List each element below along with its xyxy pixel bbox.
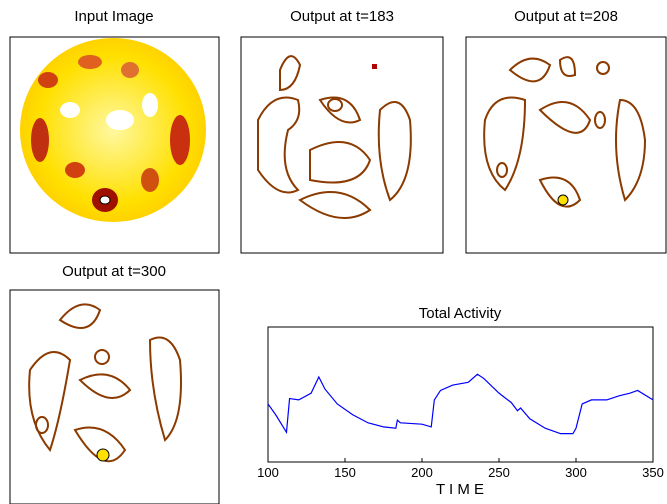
panel-title: Output at t=300 [62, 263, 166, 280]
plot-area [267, 326, 654, 463]
chart-title: Total Activity [419, 305, 502, 322]
x-tick-label: 200 [411, 465, 433, 480]
x-tick-label: 350 [642, 465, 664, 480]
chart: 100 150 200 250 300 350 [257, 373, 664, 480]
x-tick-label: 100 [257, 465, 279, 480]
x-tick-label: 250 [488, 465, 510, 480]
x-tick-label: 300 [565, 465, 587, 480]
panel-title: Output at t=208 [514, 8, 618, 25]
panel-title: Output at t=183 [290, 8, 394, 25]
x-tick-label: 150 [334, 465, 356, 480]
output-image [240, 36, 444, 254]
panel-title: Input Image [74, 8, 153, 25]
output-image [465, 36, 667, 254]
output-image [9, 289, 220, 504]
input-image [9, 36, 220, 254]
line [267, 373, 654, 435]
x-axis-label: T I M E [436, 481, 484, 498]
